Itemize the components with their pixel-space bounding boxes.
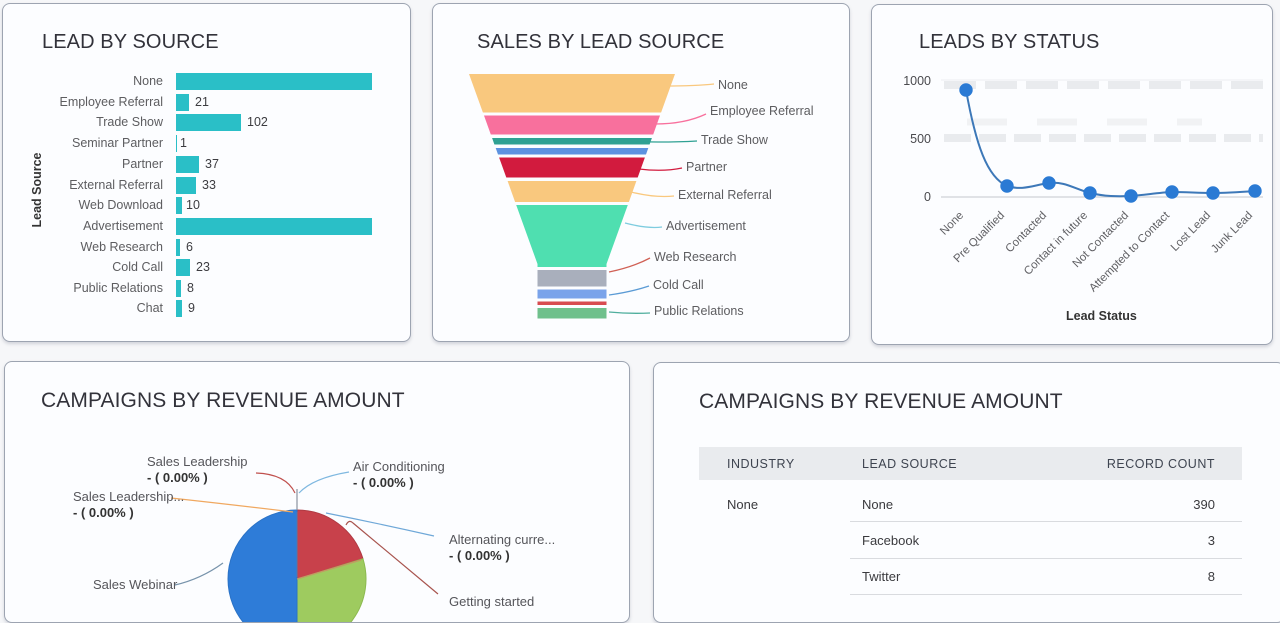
svg-text:Lost Lead: Lost Lead [1169, 210, 1213, 254]
svg-text:None: None [938, 210, 966, 238]
svg-text:1000: 1000 [903, 74, 931, 88]
svg-text:500: 500 [910, 132, 931, 146]
svg-text:Attempted to Contact: Attempted to Contact [1087, 209, 1172, 294]
svg-text:Junk Lead: Junk Lead [1209, 210, 1255, 256]
svg-text:0: 0 [924, 190, 931, 204]
